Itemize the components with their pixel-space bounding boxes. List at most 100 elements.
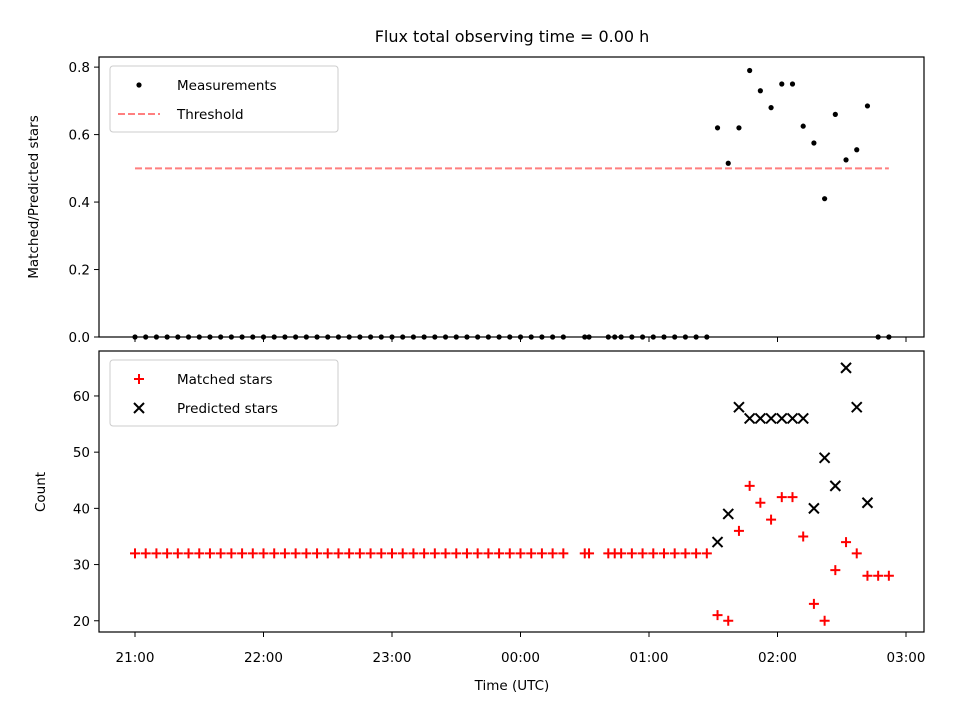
data-point <box>747 67 753 74</box>
x-tick-label: 21:00 <box>116 650 155 666</box>
data-point <box>755 497 766 508</box>
data-point <box>797 412 809 425</box>
data-point <box>226 548 237 559</box>
data-point <box>701 548 712 559</box>
data-point <box>808 502 820 515</box>
data-point <box>215 548 226 559</box>
data-point <box>258 548 269 559</box>
data-point <box>637 548 648 559</box>
bottom-legend: Matched stars Predicted stars <box>109 359 339 427</box>
data-point <box>451 548 462 559</box>
legend-label: Matched stars <box>177 372 273 388</box>
data-point <box>376 548 387 559</box>
data-point <box>736 125 742 131</box>
data-point <box>584 548 595 559</box>
y-tick-label: 50 <box>73 445 90 461</box>
data-point <box>864 103 871 109</box>
data-point <box>712 610 723 621</box>
data-point <box>626 548 637 559</box>
data-point <box>183 548 194 559</box>
data-point <box>130 548 140 559</box>
series-matched-stars <box>130 480 894 626</box>
data-point <box>786 412 799 425</box>
data-point <box>408 548 419 559</box>
data-point <box>811 140 817 146</box>
data-point <box>744 480 755 491</box>
data-point <box>787 492 798 503</box>
data-point <box>830 565 841 576</box>
data-point <box>840 362 852 374</box>
data-point <box>140 548 151 559</box>
data-point <box>204 548 215 559</box>
legend-label: Predicted stars <box>177 401 278 417</box>
y-tick-label: 0.6 <box>69 128 90 144</box>
bottom-axes-frame <box>98 350 925 633</box>
data-point <box>397 548 408 559</box>
data-point <box>558 548 569 559</box>
x-axis-label: Time (UTC) <box>474 678 550 694</box>
data-point <box>757 88 763 94</box>
data-point <box>768 105 774 111</box>
data-point <box>344 548 355 559</box>
y-tick-label: 60 <box>73 389 90 405</box>
data-point <box>172 548 183 559</box>
data-point <box>779 81 785 87</box>
y-tick-label: 40 <box>73 501 90 517</box>
data-point <box>354 548 365 559</box>
y-tick-label: 0.0 <box>69 330 90 346</box>
data-point <box>312 548 323 559</box>
legend-label: Measurements <box>177 78 277 94</box>
top-legend: Measurements Threshold <box>109 65 339 133</box>
legend-box <box>109 359 339 427</box>
data-point <box>851 401 863 413</box>
data-point <box>883 570 894 581</box>
x-tick-label: 02:00 <box>758 650 797 666</box>
data-point <box>841 537 852 548</box>
data-point <box>151 548 162 559</box>
x-tick-label: 01:00 <box>630 650 669 666</box>
data-point <box>483 548 494 559</box>
x-tick-label: 23:00 <box>373 650 412 666</box>
data-point <box>333 548 344 559</box>
data-point <box>723 615 734 626</box>
data-point <box>800 123 806 129</box>
data-point <box>290 548 301 559</box>
data-point <box>832 111 838 117</box>
data-point <box>419 548 430 559</box>
data-point <box>504 548 515 559</box>
data-point <box>429 548 440 559</box>
data-point <box>440 548 451 559</box>
legend-marker <box>136 82 142 88</box>
data-point <box>851 548 862 559</box>
data-point <box>162 548 173 559</box>
data-point <box>873 570 884 581</box>
data-point <box>722 508 734 520</box>
data-point <box>711 536 724 548</box>
data-point <box>269 548 280 559</box>
legend-marker <box>133 402 145 414</box>
data-point <box>279 548 290 559</box>
data-point <box>743 412 756 425</box>
data-point <box>365 548 376 559</box>
data-point <box>725 160 731 166</box>
y-tick-label: 0.8 <box>69 60 90 76</box>
data-point <box>754 412 767 425</box>
data-point <box>843 157 849 163</box>
top-y-axis-label: Matched/Predicted stars <box>26 115 42 278</box>
data-point <box>472 548 483 559</box>
y-tick-label: 20 <box>73 614 90 630</box>
data-point <box>691 548 702 559</box>
legend-marker <box>134 374 144 384</box>
data-point <box>714 125 721 131</box>
data-point <box>733 401 745 413</box>
data-point <box>776 412 788 425</box>
data-point <box>648 548 659 559</box>
data-point <box>680 548 691 559</box>
x-tick-label: 03:00 <box>887 650 926 666</box>
data-point <box>819 615 830 626</box>
y-tick-label: 0.4 <box>69 195 90 211</box>
data-point <box>861 497 874 509</box>
top-axes-frame <box>98 56 925 338</box>
data-point <box>461 548 472 559</box>
